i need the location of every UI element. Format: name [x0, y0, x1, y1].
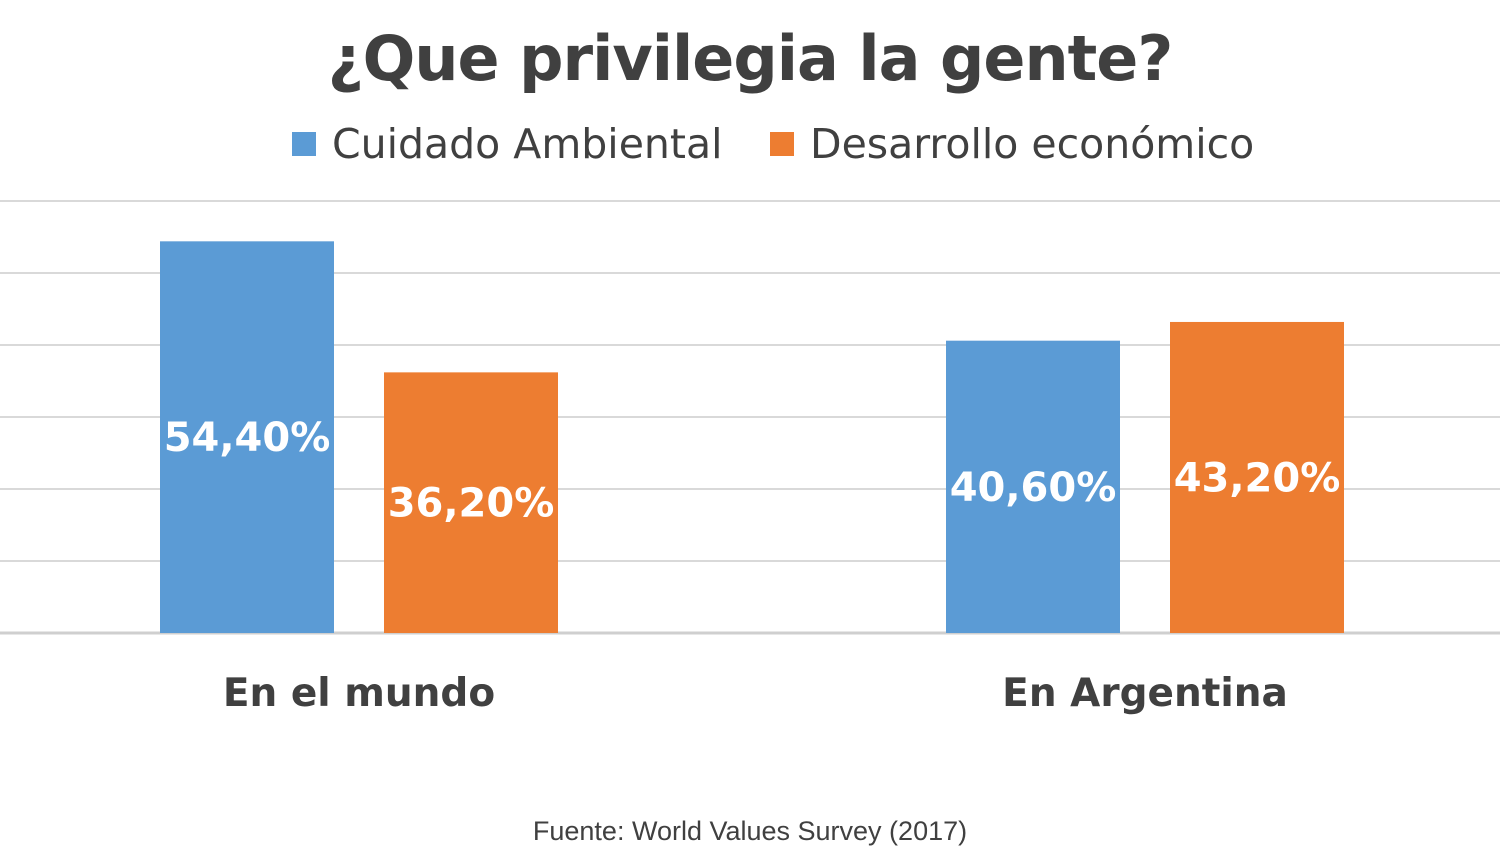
data-label: 36,20%	[388, 481, 555, 527]
legend-item-desarrollo-economico: Desarrollo económico	[770, 120, 1254, 168]
bar-desarrollo-economico-0	[384, 372, 558, 633]
bar-cuidado-ambiental-1	[946, 340, 1120, 633]
legend-swatch-cuidado-ambiental	[292, 132, 316, 156]
category-label: En el mundo	[223, 671, 495, 716]
legend-item-cuidado-ambiental: Cuidado Ambiental	[292, 120, 723, 168]
data-label: 43,20%	[1174, 455, 1341, 501]
bar-desarrollo-economico-1	[1170, 321, 1344, 633]
chart-title: ¿Que privilegia la gente?	[327, 22, 1174, 95]
data-label: 40,60%	[950, 465, 1117, 511]
data-label: 54,40%	[164, 415, 331, 461]
source-note: Fuente: World Values Survey (2017)	[532, 816, 968, 846]
category-label: En Argentina	[1002, 671, 1288, 716]
legend-label-cuidado-ambiental: Cuidado Ambiental	[332, 120, 723, 168]
legend: Cuidado Ambiental Desarrollo económico	[0, 120, 1500, 174]
legend-label-desarrollo-economico: Desarrollo económico	[810, 120, 1255, 168]
legend-swatch-desarrollo-economico	[770, 132, 794, 156]
bar-cuidado-ambiental-0	[160, 241, 334, 633]
